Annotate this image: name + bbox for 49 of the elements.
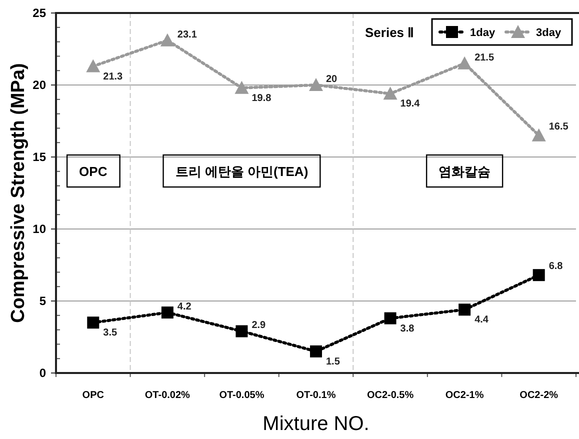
data-label: 1.5: [326, 356, 340, 368]
point: [87, 316, 100, 329]
data-label: 19.4: [400, 98, 420, 110]
x-tick-label: OC2-2%: [520, 390, 558, 401]
annotation: 트리 에탄올 아민(TEA): [175, 164, 308, 179]
x-tick-label: OC2-0.5%: [366, 390, 414, 401]
data-label: 4.2: [177, 302, 192, 313]
point: [234, 80, 249, 94]
point: [309, 78, 323, 91]
y-tick-label: 0: [39, 366, 46, 380]
y-tick-label: 20: [32, 78, 46, 92]
annotation: Series Ⅱ: [365, 25, 414, 40]
x-tick-label: OT-0.02%: [144, 390, 190, 401]
annotation: OPC: [79, 164, 108, 179]
data-label: 19.8: [252, 92, 272, 104]
point: [86, 59, 100, 72]
data-label: 16.5: [548, 121, 569, 132]
point: [458, 56, 472, 70]
x-tick-label: OT-0.05%: [219, 390, 264, 401]
y-tick-label: 15: [32, 150, 46, 164]
y-axis-title: Compressive Strength (MPa): [8, 63, 29, 323]
y-tick-label: 25: [32, 6, 46, 20]
x-tick-label: OT-0.1%: [296, 390, 336, 401]
y-tick-label: 5: [39, 294, 46, 308]
data-label: 23.1: [177, 29, 198, 40]
legend-label: 3day: [536, 27, 562, 39]
point: [383, 86, 398, 100]
point: [384, 312, 396, 324]
data-label: 3.5: [103, 328, 118, 339]
point: [236, 325, 248, 338]
point: [532, 269, 545, 282]
data-label: 3.8: [400, 323, 415, 334]
data-label: 20: [326, 74, 338, 85]
x-tick-label: OPC: [82, 390, 104, 401]
annotation: 염화칼슘: [438, 164, 491, 179]
data-label: 21.5: [474, 52, 494, 64]
point: [310, 345, 322, 358]
x-tick-label: OC2-1%: [445, 390, 484, 401]
y-tick-label: 10: [32, 222, 46, 236]
data-label: 4.4: [474, 314, 489, 326]
point: [160, 33, 174, 46]
data-label: 6.8: [548, 261, 564, 272]
point: [161, 306, 174, 319]
legend-label: 1day: [470, 27, 496, 39]
x-axis-title: Mixture NO.: [262, 413, 370, 435]
data-label: 2.9: [252, 320, 266, 332]
data-label: 21.3: [103, 71, 124, 82]
point: [458, 304, 471, 316]
point: [532, 128, 546, 142]
